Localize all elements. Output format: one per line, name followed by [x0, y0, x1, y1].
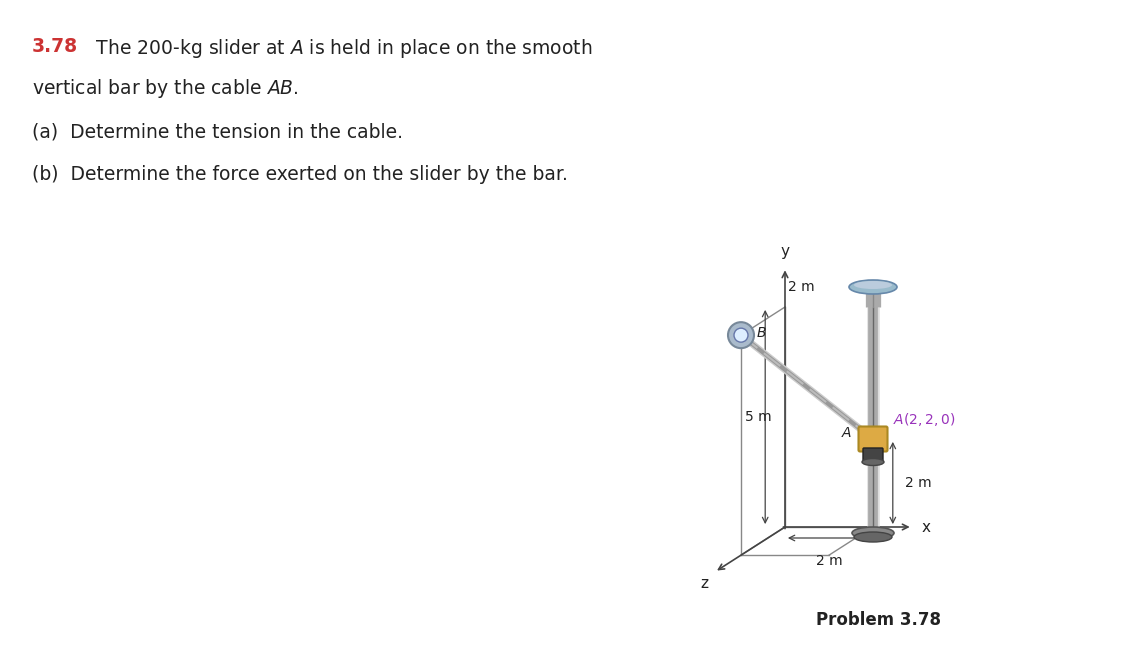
Text: x: x: [921, 520, 930, 535]
Text: 3.78: 3.78: [32, 37, 78, 56]
Text: (a)  Determine the tension in the cable.: (a) Determine the tension in the cable.: [32, 122, 403, 141]
Ellipse shape: [854, 532, 892, 542]
Text: The 200-kg slider at $A$ is held in place on the smooth: The 200-kg slider at $A$ is held in plac…: [84, 37, 593, 60]
Text: 2 m: 2 m: [904, 476, 931, 490]
Circle shape: [734, 328, 748, 342]
Text: 2 m: 2 m: [788, 280, 814, 294]
Text: z: z: [700, 576, 708, 591]
Text: vertical bar by the cable $AB$.: vertical bar by the cable $AB$.: [32, 77, 298, 100]
Text: 5 m: 5 m: [745, 410, 772, 424]
FancyBboxPatch shape: [863, 448, 883, 462]
Ellipse shape: [854, 281, 892, 289]
Ellipse shape: [852, 527, 894, 539]
Circle shape: [728, 322, 754, 348]
FancyBboxPatch shape: [858, 426, 888, 451]
Text: y: y: [781, 244, 790, 259]
Ellipse shape: [849, 280, 897, 294]
Text: 2 m: 2 m: [816, 554, 843, 568]
Text: Problem 3.78: Problem 3.78: [817, 611, 942, 629]
Text: $B$: $B$: [756, 326, 766, 340]
Text: (b)  Determine the force exerted on the slider by the bar.: (b) Determine the force exerted on the s…: [32, 165, 568, 184]
Ellipse shape: [862, 459, 884, 466]
Text: $A$: $A$: [842, 426, 853, 440]
Text: $A(2,2,0)$: $A(2,2,0)$: [893, 411, 955, 428]
